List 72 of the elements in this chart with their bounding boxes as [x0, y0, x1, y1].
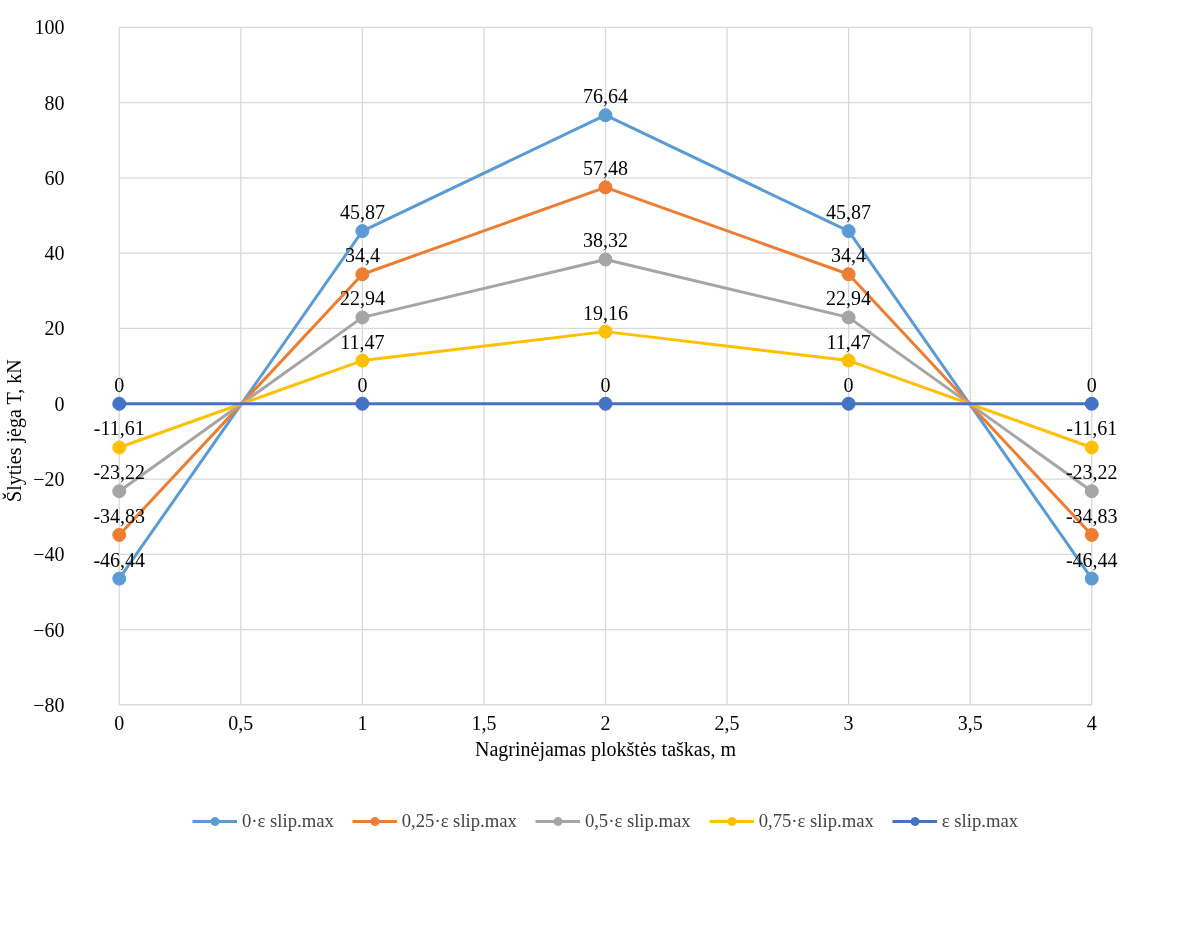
point	[112, 396, 127, 411]
data-label: 45,87	[826, 201, 872, 224]
y-tick-label: 100	[34, 16, 65, 39]
point	[112, 484, 127, 499]
data-label: -23,22	[93, 461, 146, 484]
x-tick-label: 3,5	[957, 711, 983, 734]
point	[355, 396, 370, 411]
legend-label: 0,5·ε slip.max	[584, 810, 691, 832]
x-tick-label: 0	[114, 711, 125, 734]
legend-label: 0,75·ε slip.max	[758, 810, 874, 832]
data-label: 0	[114, 373, 125, 396]
data-label: 76,64	[583, 85, 628, 108]
data-label: 11,47	[826, 330, 871, 353]
data-label: 38,32	[583, 229, 628, 252]
data-label: 22,94	[339, 287, 385, 310]
x-tick-label: 2,5	[714, 711, 740, 734]
data-label: -11,61	[1066, 417, 1118, 440]
y-tick-label: 0	[54, 392, 65, 415]
y-axis-title: Šlyties jėga T, kN	[2, 359, 27, 502]
data-label: 0	[357, 373, 368, 396]
point	[1084, 484, 1099, 499]
x-tick-label: 1,5	[471, 711, 497, 734]
x-axis-title: Nagrinėjamas plokštės taškas, m	[474, 737, 737, 761]
data-label: 57,48	[583, 157, 628, 180]
point	[1084, 440, 1099, 455]
point	[598, 252, 613, 267]
y-tick-label: −20	[33, 468, 65, 491]
y-tick-label: 20	[44, 317, 65, 340]
data-label: 34,4	[831, 244, 867, 267]
y-tick-label: −40	[33, 543, 65, 566]
point	[841, 267, 856, 282]
point	[598, 396, 613, 411]
legend-label: ε slip.max	[941, 810, 1019, 832]
legend-label: 0·ε slip.max	[241, 810, 334, 832]
point	[355, 310, 370, 325]
x-tick-label: 0,5	[228, 711, 254, 734]
data-label: 11,47	[340, 330, 385, 353]
y-tick-label: 80	[44, 91, 65, 114]
point	[355, 224, 370, 239]
point	[598, 324, 613, 339]
data-label: -11,61	[93, 417, 145, 440]
data-label: 22,94	[826, 287, 872, 310]
point	[1084, 396, 1099, 411]
legend-label: 0,25·ε slip.max	[401, 810, 517, 832]
point	[841, 353, 856, 368]
y-tick-label: −60	[33, 618, 65, 641]
point	[112, 527, 127, 542]
x-tick-label: 1	[357, 711, 368, 734]
point	[841, 396, 856, 411]
data-label: -23,22	[1065, 461, 1118, 484]
x-tick-label: 3	[843, 711, 854, 734]
point	[355, 267, 370, 282]
point	[112, 571, 127, 586]
point	[355, 353, 370, 368]
data-label: 0	[843, 373, 854, 396]
point	[841, 310, 856, 325]
y-tick-label: −80	[33, 693, 65, 716]
y-tick-label: 40	[44, 242, 65, 265]
point	[1084, 527, 1099, 542]
data-label: 34,4	[344, 244, 380, 267]
point	[598, 180, 613, 195]
point	[598, 108, 613, 123]
y-tick-label: 60	[44, 166, 65, 189]
data-label: 19,16	[583, 301, 628, 324]
data-label: 45,87	[339, 201, 385, 224]
x-tick-label: 2	[600, 711, 611, 734]
point	[112, 440, 127, 455]
point	[841, 224, 856, 239]
data-label: 0	[600, 373, 611, 396]
point	[1084, 571, 1099, 586]
x-tick-label: 4	[1086, 711, 1097, 734]
data-label: 0	[1086, 373, 1097, 396]
